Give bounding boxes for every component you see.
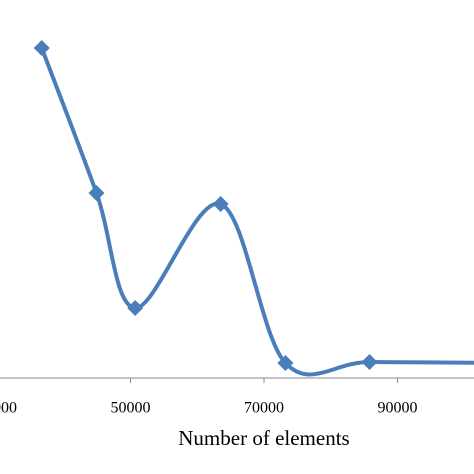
x-axis-label: Number of elements — [178, 426, 349, 450]
marker — [277, 355, 294, 371]
x-tick-label: 30000 — [0, 400, 17, 417]
marker — [88, 185, 105, 201]
marker — [33, 40, 50, 56]
marker — [127, 300, 144, 316]
series-line — [39, 47, 474, 377]
marker — [361, 354, 378, 370]
x-tick-label: 70000 — [244, 400, 284, 417]
x-tick-label: 50000 — [111, 400, 151, 417]
x-tick-label: 90000 — [378, 400, 418, 417]
marker — [212, 196, 229, 212]
